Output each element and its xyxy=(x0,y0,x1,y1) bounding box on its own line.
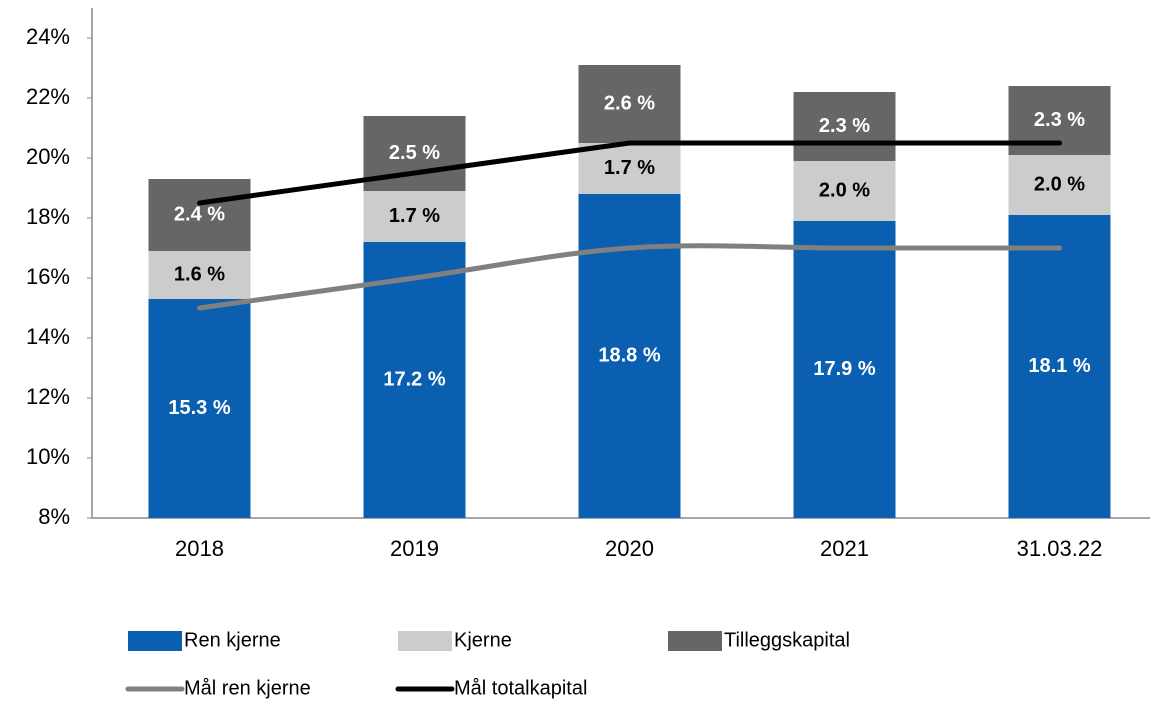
y-tick-label: 24% xyxy=(26,24,70,49)
legend-swatch xyxy=(128,631,182,651)
data-label: 2.5 % xyxy=(389,142,440,164)
bar-segment xyxy=(578,143,681,194)
data-label: 18.8 % xyxy=(598,344,660,366)
bar-segment xyxy=(793,221,896,518)
data-label: 2.3 % xyxy=(819,115,870,137)
y-tick-label: 14% xyxy=(26,324,70,349)
data-label: 2.0 % xyxy=(819,179,870,201)
data-label: 15.3 % xyxy=(168,397,230,419)
data-label: 1.7 % xyxy=(389,205,440,227)
bar-segment xyxy=(363,191,466,242)
bar-segment xyxy=(1008,215,1111,518)
x-tick-label: 2018 xyxy=(175,536,224,561)
y-tick-label: 10% xyxy=(26,444,70,469)
x-tick-label: 2021 xyxy=(820,536,869,561)
x-tick-label: 2020 xyxy=(605,536,654,561)
x-tick-label: 2019 xyxy=(390,536,439,561)
data-label: 2.3 % xyxy=(1034,109,1085,131)
data-label: 2.4 % xyxy=(174,203,225,225)
y-tick-label: 8% xyxy=(38,504,70,529)
legend-label: Mål totalkapital xyxy=(454,677,587,699)
bar-segment xyxy=(793,92,896,161)
bar-segment xyxy=(148,299,251,518)
data-label: 17.9 % xyxy=(813,358,875,380)
data-label: 18.1 % xyxy=(1028,355,1090,377)
x-tick-label: 31.03.22 xyxy=(1017,536,1103,561)
data-label: 2.0 % xyxy=(1034,173,1085,195)
legend-label: Mål ren kjerne xyxy=(184,677,311,699)
bar-segment xyxy=(1008,155,1111,215)
bar-segment xyxy=(793,161,896,221)
line xyxy=(197,140,1062,206)
data-label: 17.2 % xyxy=(383,368,445,390)
legend-swatch xyxy=(398,631,452,651)
legend-label: Tilleggskapital xyxy=(724,629,850,651)
data-label: 2.6 % xyxy=(604,92,655,114)
bar-segment xyxy=(148,179,251,251)
line xyxy=(197,243,1062,311)
legend-swatch xyxy=(668,631,722,651)
y-tick-label: 18% xyxy=(26,204,70,229)
y-tick-label: 12% xyxy=(26,384,70,409)
bar-segment xyxy=(363,242,466,518)
data-label: 1.7 % xyxy=(604,157,655,179)
legend-label: Kjerne xyxy=(454,629,512,651)
bar-segment xyxy=(578,65,681,143)
y-tick-label: 20% xyxy=(26,144,70,169)
y-tick-label: 22% xyxy=(26,84,70,109)
data-label: 1.6 % xyxy=(174,263,225,285)
legend-label: Ren kjerne xyxy=(184,629,281,651)
y-tick-label: 16% xyxy=(26,264,70,289)
bar-segment xyxy=(148,251,251,299)
